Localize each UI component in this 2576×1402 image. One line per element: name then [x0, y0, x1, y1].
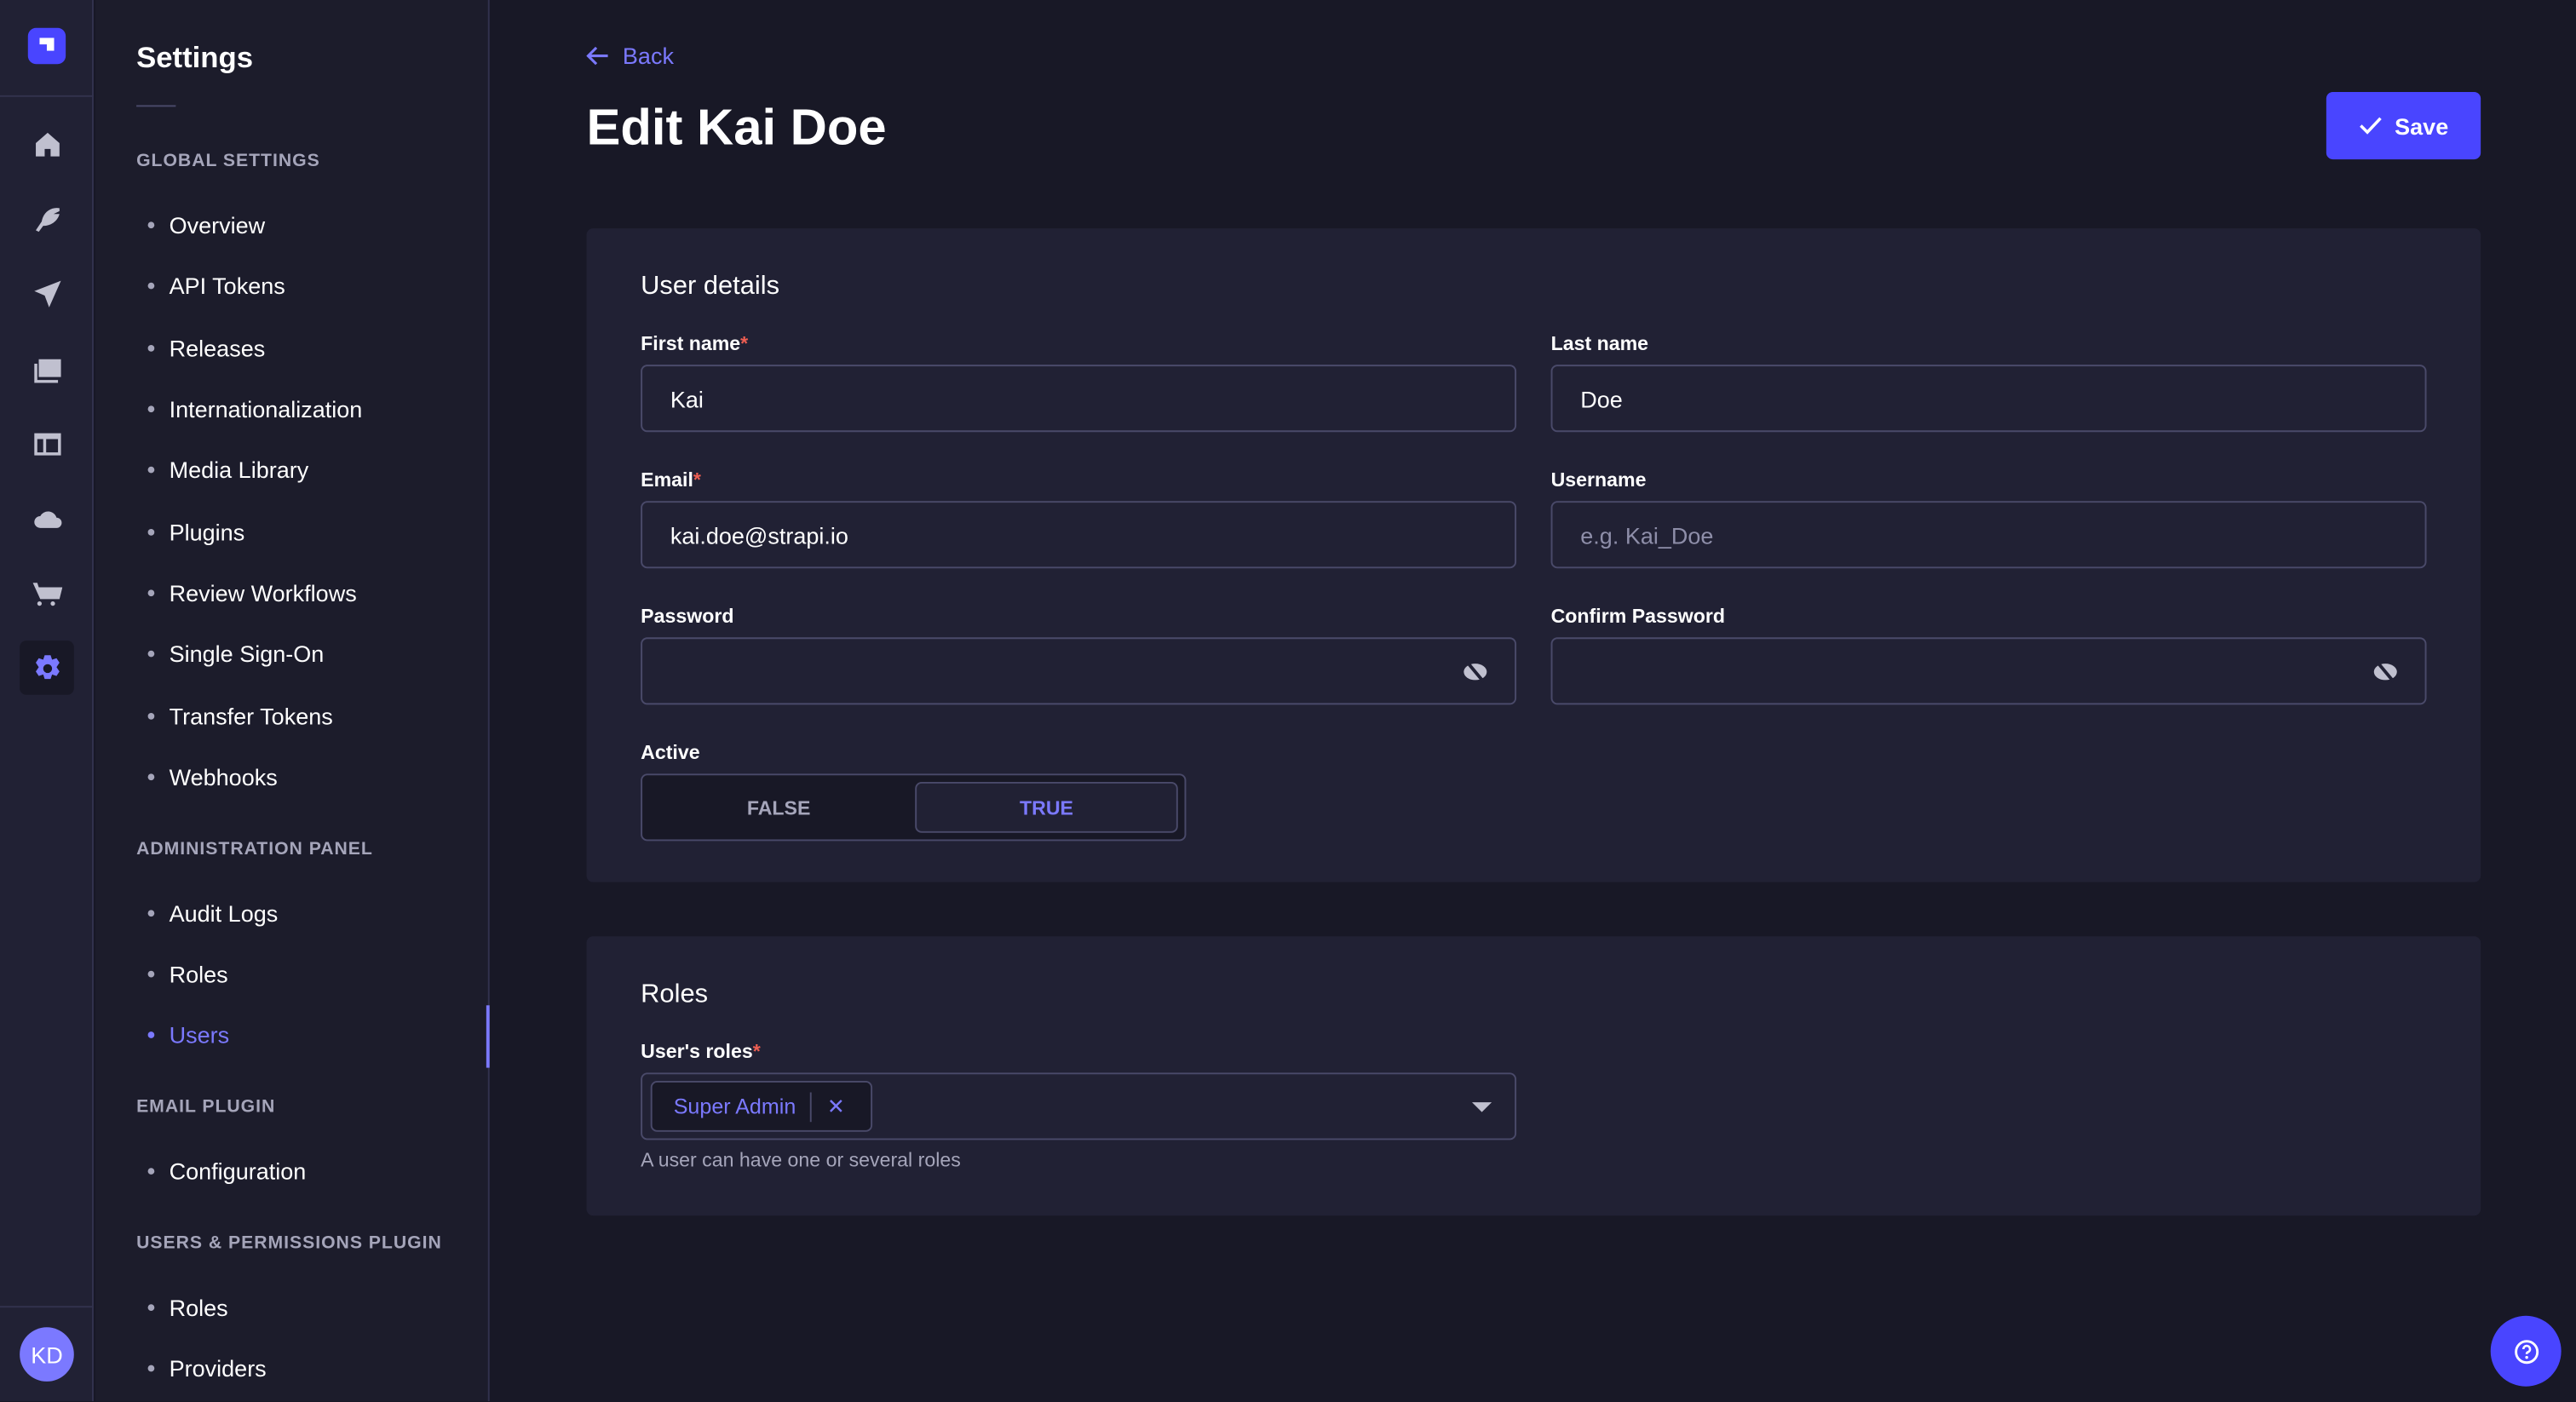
home-icon[interactable] — [20, 117, 74, 171]
paper-plane-icon[interactable] — [20, 266, 74, 320]
subnav-item-webhooks[interactable]: Webhooks — [147, 764, 278, 790]
subnav-item-transfer-tokens[interactable]: Transfer Tokens — [147, 703, 333, 729]
toggle-false[interactable]: FALSE — [746, 796, 811, 819]
divider — [0, 1306, 94, 1308]
eye-off-icon[interactable] — [2372, 660, 2399, 683]
active-toggle[interactable]: FALSE TRUE — [641, 773, 1187, 842]
active-label: Active — [641, 740, 700, 764]
last-name-input[interactable]: Doe — [1550, 365, 2427, 433]
subnav-item-review-workflows[interactable]: Review Workflows — [147, 580, 357, 606]
subnav-item-overview[interactable]: Overview — [147, 212, 265, 238]
question-icon — [2514, 1339, 2539, 1364]
user-roles-label: User's roles* — [641, 1039, 761, 1063]
avatar[interactable]: KD — [20, 1327, 74, 1382]
feather-icon[interactable] — [20, 191, 74, 245]
save-button[interactable]: Save — [2326, 91, 2481, 160]
email-label: Email* — [641, 468, 701, 491]
confirm-password-input[interactable] — [1550, 637, 2427, 705]
arrow-left-icon — [586, 46, 608, 66]
confirm-password-label: Confirm Password — [1550, 604, 1726, 628]
cloud-icon[interactable] — [20, 491, 74, 546]
active-indicator — [486, 1005, 490, 1068]
help-button[interactable] — [2490, 1315, 2562, 1387]
username-label: Username — [1550, 468, 1647, 491]
divider — [136, 105, 176, 107]
last-name-label: Last name — [1550, 331, 1649, 355]
section-global-settings: GLOBAL SETTINGS — [136, 151, 320, 171]
strapi-logo[interactable] — [27, 27, 66, 65]
role-tag: Super Admin ✕ — [650, 1080, 873, 1132]
card-title: User details — [641, 273, 780, 301]
section-users-permissions-plugin: USERS & PERMISSIONS PLUGIN — [136, 1233, 442, 1254]
subnav-item-internationalization[interactable]: Internationalization — [147, 396, 362, 422]
section-administration-panel: ADMINISTRATION PANEL — [136, 839, 373, 859]
settings-title: Settings — [136, 41, 254, 74]
page-title: Edit Kai Doe — [586, 98, 887, 157]
remove-role-icon[interactable]: ✕ — [826, 1093, 845, 1118]
gear-icon[interactable] — [20, 641, 74, 695]
roles-select[interactable]: Super Admin ✕ — [641, 1072, 1517, 1141]
section-email-plugin: EMAIL PLUGIN — [136, 1097, 276, 1118]
first-name-label: First name* — [641, 331, 749, 355]
back-link[interactable]: Back — [586, 43, 674, 69]
subnav-item-configuration[interactable]: Configuration — [147, 1158, 306, 1184]
card-title: Roles — [641, 980, 709, 1009]
eye-off-icon[interactable] — [1462, 660, 1488, 683]
password-label: Password — [641, 604, 734, 628]
subnav-item-sso[interactable]: Single Sign-On — [147, 641, 324, 667]
layout-icon[interactable] — [20, 416, 74, 470]
images-icon[interactable] — [20, 342, 74, 396]
first-name-input[interactable]: Kai — [641, 365, 1517, 433]
password-input[interactable] — [641, 637, 1517, 705]
settings-subnav: Settings GLOBAL SETTINGS Overview API To… — [95, 0, 490, 1402]
email-input[interactable]: kai.doe@strapi.io — [641, 501, 1517, 569]
subnav-item-api-tokens[interactable]: API Tokens — [147, 273, 285, 299]
subnav-item-plugins[interactable]: Plugins — [147, 519, 244, 545]
subnav-item-audit-logs[interactable]: Audit Logs — [147, 900, 278, 927]
check-icon — [2359, 117, 2382, 135]
cart-icon[interactable] — [20, 566, 74, 621]
subnav-item-users[interactable]: Users — [147, 1022, 229, 1048]
username-input[interactable]: e.g. Kai_Doe — [1550, 501, 2427, 569]
toggle-true[interactable]: TRUE — [915, 781, 1178, 833]
chevron-down-icon[interactable] — [1471, 1102, 1492, 1112]
subnav-item-media-library[interactable]: Media Library — [147, 457, 308, 483]
roles-hint: A user can have one or several roles — [641, 1148, 961, 1172]
main-nav: KD — [0, 0, 94, 1402]
subnav-item-releases[interactable]: Releases — [147, 335, 265, 361]
user-details-card: User details First name* Kai Last name D… — [586, 228, 2481, 882]
divider — [0, 95, 94, 97]
subnav-item-providers[interactable]: Providers — [147, 1355, 267, 1382]
subnav-item-roles[interactable]: Roles — [147, 961, 228, 987]
roles-card: Roles User's roles* Super Admin ✕ A user … — [586, 936, 2481, 1216]
subnav-item-up-roles[interactable]: Roles — [147, 1295, 228, 1321]
